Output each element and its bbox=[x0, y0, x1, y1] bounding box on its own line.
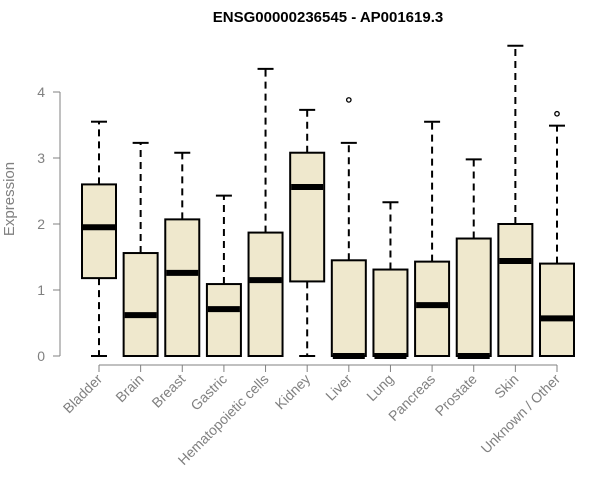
box-unknown-other bbox=[539, 110, 575, 358]
x-tick-label: Lung bbox=[363, 371, 396, 404]
iqr-box bbox=[414, 260, 451, 357]
x-tick-label: Unknown / Other bbox=[478, 371, 564, 457]
box-brain bbox=[122, 141, 159, 357]
x-tick-label: Liver bbox=[322, 371, 355, 404]
x-tick-label: Kidney bbox=[272, 371, 314, 413]
y-tick-label: 4 bbox=[37, 84, 45, 100]
iqr-box bbox=[330, 259, 367, 357]
iqr-box bbox=[455, 237, 492, 358]
box-hematopoietic-cells bbox=[247, 67, 284, 357]
iqr-box bbox=[289, 151, 326, 283]
x-tick-label: Brain bbox=[112, 371, 146, 405]
iqr-box bbox=[497, 223, 534, 357]
chart-title: ENSG00000236545 - AP001619.3 bbox=[213, 9, 443, 26]
x-tick-label: Breast bbox=[148, 371, 188, 411]
y-tick-label: 0 bbox=[37, 348, 45, 364]
x-tick-label: Bladder bbox=[60, 371, 106, 417]
x-tick-label: Prostate bbox=[432, 371, 480, 419]
iqr-box bbox=[372, 268, 409, 358]
iqr-box bbox=[205, 283, 242, 357]
box-breast bbox=[164, 151, 201, 357]
box-liver bbox=[330, 97, 367, 359]
y-tick-label: 3 bbox=[37, 150, 45, 166]
iqr-box bbox=[247, 231, 284, 357]
y-axis: 0 1 2 3 4 bbox=[37, 84, 61, 364]
iqr-box bbox=[539, 262, 575, 358]
box-kidney bbox=[289, 108, 326, 357]
outlier-point bbox=[345, 97, 352, 103]
box-prostate bbox=[455, 158, 492, 359]
box-lung bbox=[372, 201, 409, 359]
box-skin bbox=[497, 44, 534, 357]
box-bladder bbox=[81, 120, 117, 357]
x-tick-label: Skin bbox=[491, 371, 522, 402]
iqr-box bbox=[122, 252, 159, 357]
iqr-box bbox=[81, 183, 117, 280]
outlier-point bbox=[554, 110, 560, 117]
y-tick-label: 2 bbox=[37, 216, 45, 232]
y-tick-label: 1 bbox=[37, 282, 45, 298]
box-gastric bbox=[205, 194, 242, 357]
box-pancreas bbox=[414, 120, 451, 357]
iqr-box bbox=[164, 218, 201, 357]
y-axis-label: Expression bbox=[1, 162, 18, 236]
boxes-group bbox=[81, 44, 575, 359]
